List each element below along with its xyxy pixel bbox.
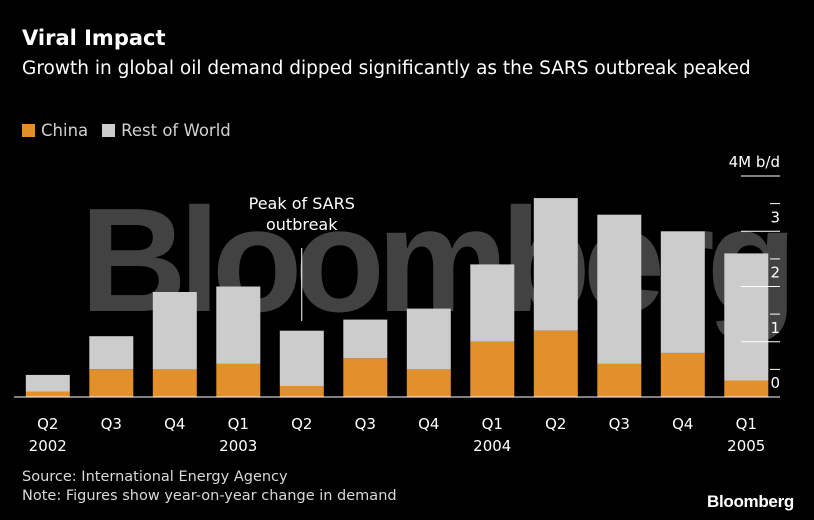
bar-china-8 [533,330,578,397]
y-tick-label: 2 [770,264,780,282]
x-tick-label: Q2 [37,415,58,433]
legend-item-rest: Rest of World [102,121,231,140]
x-tick-label: Q1 [736,415,757,433]
x-tick-label: Q3 [609,415,630,433]
y-tick-label: 3 [770,208,780,226]
x-tick-label: Q1 [228,415,249,433]
bar-rest-4 [279,330,324,386]
y-tick-label: 0 [770,374,780,392]
bar-rest-7 [470,264,515,342]
x-tick-label: Q2 [545,415,566,433]
bar-china-2 [152,369,197,397]
bar-rest-10 [660,231,705,353]
bar-china-0 [25,391,70,397]
bar-rest-3 [216,286,261,364]
y-tick-label: 4M b/d [729,153,780,171]
x-tick-label: Q3 [101,415,122,433]
bar-rest-8 [533,198,578,331]
bar-rest-11 [724,253,769,381]
bar-rest-1 [89,336,134,370]
chart-subtitle: Growth in global oil demand dipped signi… [22,58,751,79]
bar-china-10 [660,352,705,397]
annotation-text: Peak of SARS [249,194,355,213]
legend-swatch-rest [102,124,116,137]
bar-rest-6 [406,308,451,370]
x-tick-label: Q4 [164,415,185,433]
bloomberg-logo: Bloomberg [706,492,794,511]
legend-swatch-china [22,124,35,137]
bar-china-4 [279,385,324,397]
legend-label-rest: Rest of World [121,121,231,140]
bar-china-1 [89,369,134,397]
footer: Source: International Energy Agency Note… [22,468,397,506]
bar-china-6 [406,369,451,397]
bar-china-7 [470,341,515,398]
bar-china-11 [724,380,769,397]
bar-china-9 [597,363,642,397]
legend-item-china: China [22,121,88,140]
x-tick-label: Q4 [418,415,439,433]
footnote: Note: Figures show year-on-year change i… [22,488,397,504]
x-year-label: 2002 [29,437,67,455]
source-note: Source: International Energy Agency [22,469,288,485]
bar-rest-9 [597,214,642,364]
bar-china-5 [343,358,388,397]
x-tick-label: Q3 [355,415,376,433]
bar-rest-0 [25,374,70,392]
bar-rest-2 [152,292,197,370]
x-tick-label: Q1 [482,415,503,433]
bar-rest-5 [343,319,388,359]
chart-title: Viral Impact [22,26,166,50]
legend-label-china: China [41,121,89,140]
legend: China Rest of World [22,121,245,140]
x-tick-label: Q4 [672,415,693,433]
x-tick-label: Q2 [291,415,312,433]
annotation-text: outbreak [266,215,338,234]
x-year-label: 2004 [473,437,511,455]
x-year-label: 2005 [727,437,765,455]
x-year-label: 2003 [219,437,257,455]
y-tick-label: 1 [770,319,780,337]
bar-china-3 [216,363,261,397]
